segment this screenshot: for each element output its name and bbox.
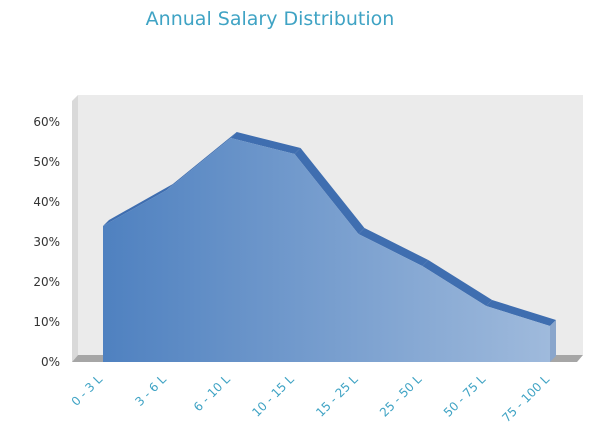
x-tick-label: 10 - 15 L (249, 372, 297, 420)
x-tick-label: 15 - 25 L (313, 372, 361, 420)
y-tick-label: 10% (33, 315, 60, 329)
x-tick-label: 3 - 6 L (132, 372, 169, 409)
y-tick-label: 40% (33, 195, 60, 209)
chart-title: Annual Salary Distribution (145, 8, 395, 30)
area-top-face (422, 260, 493, 306)
x-tick-label: 25 - 50 L (377, 372, 425, 420)
area-top-face (294, 148, 365, 234)
area-top-face (358, 228, 429, 266)
area-top-face (486, 300, 556, 326)
x-tick-label: 0 - 3 L (69, 372, 106, 409)
y-tick-label: 0% (41, 355, 60, 369)
area-top-face (230, 132, 301, 154)
y-tick-label: 50% (33, 155, 60, 169)
x-tick-label: 6 - 10 L (191, 372, 233, 414)
y-tick-label: 20% (33, 275, 60, 289)
y-tick-label: 30% (33, 235, 60, 249)
area-top-face (166, 132, 237, 190)
area-series (103, 138, 550, 362)
plot-side-wall (72, 95, 78, 362)
area-side-face (550, 320, 556, 362)
x-tick-label: 75 - 100 L (499, 372, 552, 425)
y-tick-label: 60% (33, 115, 60, 129)
area-top-face (103, 184, 173, 226)
x-tick-label: 50 - 75 L (441, 372, 489, 420)
